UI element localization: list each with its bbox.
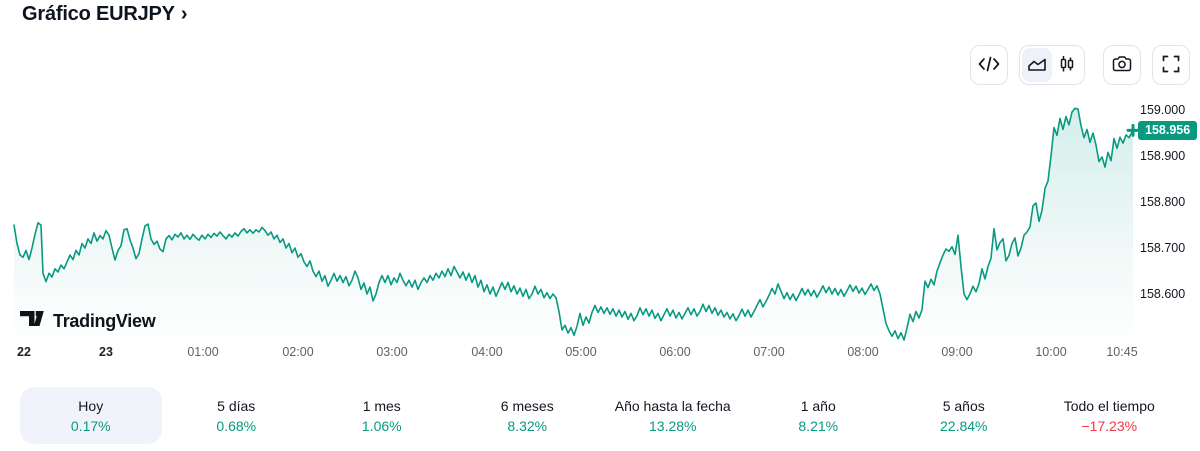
price-axis-label: 158.900 bbox=[1140, 148, 1186, 163]
range-tab-1-año[interactable]: 1 año 8.21% bbox=[748, 387, 890, 444]
range-tab-1-mes[interactable]: 1 mes 1.06% bbox=[311, 387, 453, 444]
time-axis-label: 22 bbox=[17, 345, 31, 359]
fullscreen-icon bbox=[1162, 55, 1180, 76]
page-title: Gráfico EURJPY bbox=[22, 3, 175, 25]
range-tab-change-value: 13.28% bbox=[649, 417, 697, 434]
time-axis-label: 10:45 bbox=[1106, 345, 1138, 359]
time-axis-label: 07:00 bbox=[753, 345, 785, 359]
range-tab-5-días[interactable]: 5 días 0.68% bbox=[166, 387, 308, 444]
price-axis-label: 158.700 bbox=[1140, 240, 1186, 255]
range-tab-todo-el-tiempo[interactable]: Todo el tiempo −17.23% bbox=[1039, 387, 1181, 444]
time-axis-label: 10:00 bbox=[1035, 345, 1067, 359]
range-tab-change-value: 8.32% bbox=[507, 417, 548, 434]
candlestick-chart-type-button[interactable] bbox=[1052, 48, 1082, 82]
time-axis-label: 08:00 bbox=[847, 345, 879, 359]
candlestick-icon bbox=[1058, 55, 1076, 76]
range-tab-label: 6 meses bbox=[500, 397, 554, 414]
time-axis-label: 02:00 bbox=[282, 345, 314, 359]
camera-icon bbox=[1112, 55, 1132, 76]
range-tab-change-value: 22.84% bbox=[940, 417, 988, 434]
tradingview-attribution-link[interactable]: TradingView bbox=[20, 310, 156, 332]
time-axis-label: 03:00 bbox=[376, 345, 408, 359]
time-axis-label: 04:00 bbox=[471, 345, 503, 359]
time-axis-label: 23 bbox=[99, 345, 113, 359]
area-chart-type-button[interactable] bbox=[1022, 48, 1052, 82]
range-tab-año-hasta-la-fecha[interactable]: Año hasta la fecha 13.28% bbox=[602, 387, 744, 444]
range-tab-5-años[interactable]: 5 años 22.84% bbox=[893, 387, 1035, 444]
tradingview-wordmark: TradingView bbox=[53, 310, 156, 331]
range-tab-label: Hoy bbox=[78, 397, 104, 414]
range-tab-label: 5 días bbox=[217, 397, 256, 414]
range-tab-change-value: 8.21% bbox=[798, 417, 839, 434]
range-tab-label: 5 años bbox=[942, 397, 985, 414]
range-tab-label: Año hasta la fecha bbox=[614, 397, 731, 414]
range-tab-change-value: 1.06% bbox=[361, 417, 402, 434]
range-tabs: Hoy 0.17% 5 días 0.68% 1 mes 1.06% 6 meses 8.32… bbox=[20, 387, 1180, 444]
range-tab-label: 1 mes bbox=[362, 397, 401, 414]
last-price-badge: 158.956 bbox=[1138, 120, 1198, 140]
range-tab-label: Todo el tiempo bbox=[1063, 397, 1155, 414]
last-price-marker bbox=[1126, 123, 1140, 137]
price-line bbox=[13, 107, 1134, 341]
time-axis-label: 09:00 bbox=[941, 345, 973, 359]
chevron-right-icon: › bbox=[180, 3, 188, 25]
snapshot-camera-button[interactable] bbox=[1103, 45, 1141, 85]
time-axis-label: 06:00 bbox=[659, 345, 691, 359]
range-tab-change-value: 0.68% bbox=[216, 417, 257, 434]
code-icon bbox=[978, 56, 1000, 75]
time-axis-label: 05:00 bbox=[565, 345, 597, 359]
tradingview-logo-icon bbox=[20, 310, 45, 332]
area-chart-icon bbox=[1027, 56, 1047, 75]
chart-type-switcher bbox=[1019, 45, 1085, 85]
range-tab-change-value: 0.17% bbox=[70, 417, 111, 434]
time-axis-label: 01:00 bbox=[187, 345, 219, 359]
range-tab-label: 1 año bbox=[800, 397, 836, 414]
embed-code-button[interactable] bbox=[970, 45, 1008, 85]
price-axis-label: 158.600 bbox=[1140, 286, 1186, 301]
range-tab-hoy[interactable]: Hoy 0.17% bbox=[20, 387, 162, 444]
symbol-title-link[interactable]: Gráfico EURJPY › bbox=[22, 3, 187, 26]
range-tab-6-meses[interactable]: 6 meses 8.32% bbox=[457, 387, 599, 444]
area-fill bbox=[14, 108, 1133, 346]
price-axis-label: 159.000 bbox=[1140, 102, 1186, 117]
range-tab-change-value: −17.23% bbox=[1081, 417, 1138, 434]
fullscreen-button[interactable] bbox=[1152, 45, 1190, 85]
price-axis-label: 158.800 bbox=[1140, 194, 1186, 209]
